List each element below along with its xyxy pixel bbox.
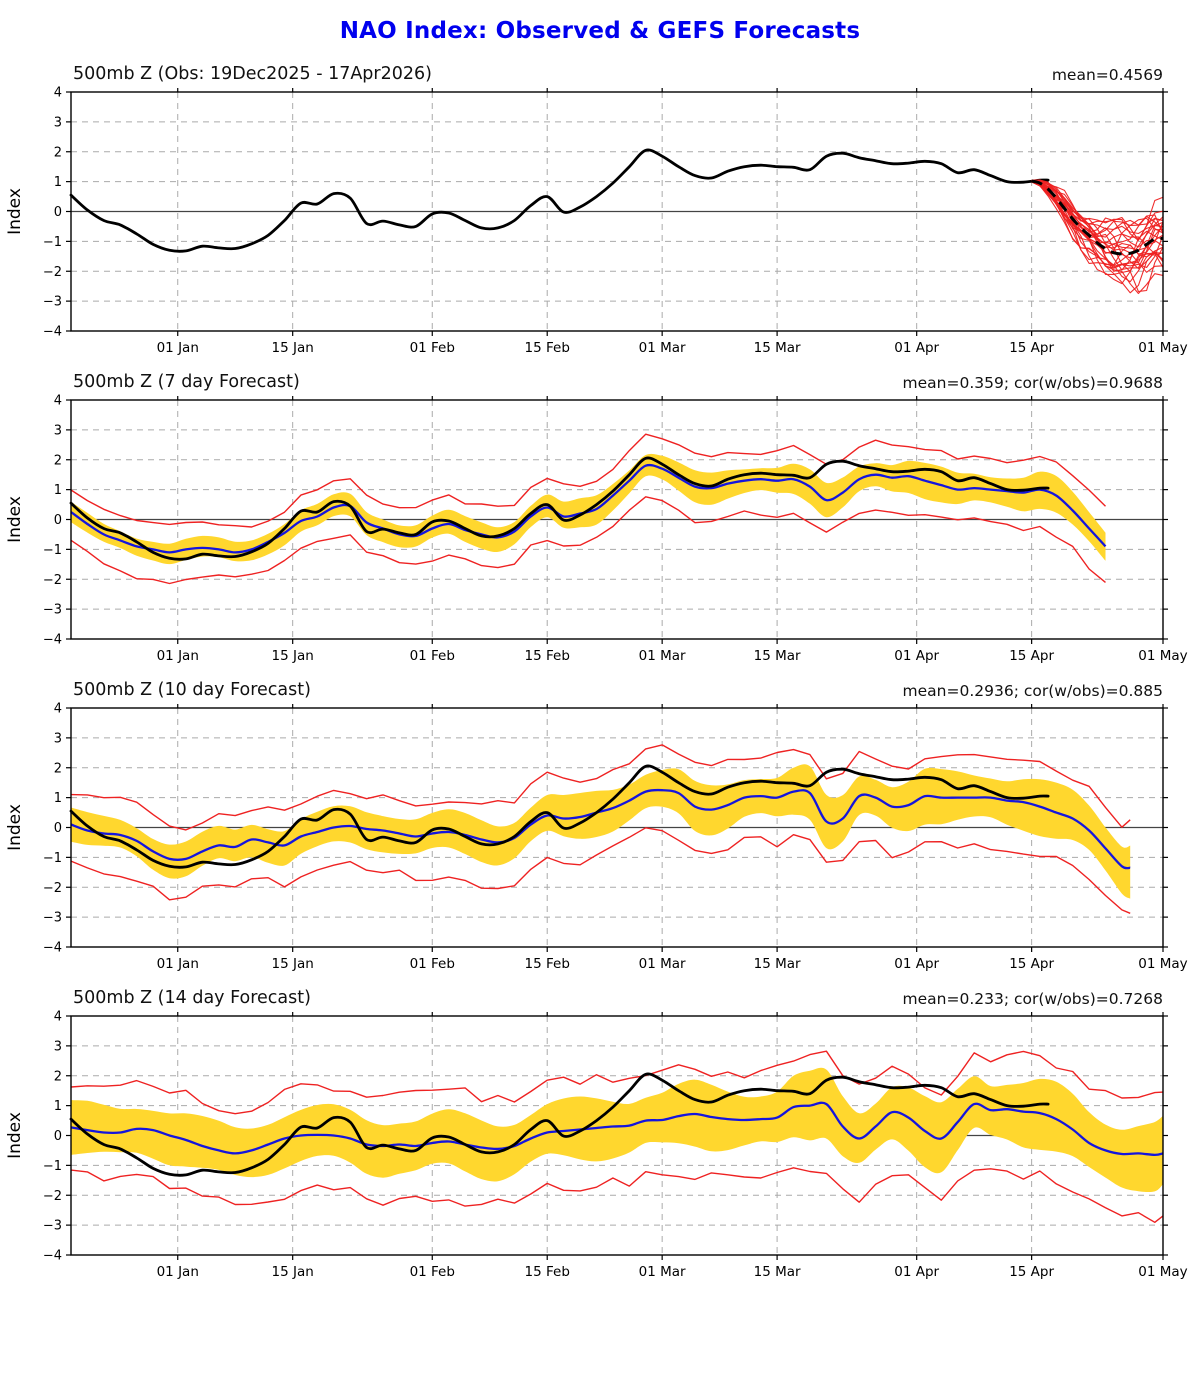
svg-text:Index: Index (5, 804, 25, 851)
svg-text:−2: −2 (43, 881, 62, 896)
svg-text:−1: −1 (43, 235, 62, 250)
panel-7day-header: 500mb Z (7 day Forecast) mean=0.359; cor… (0, 372, 1200, 394)
svg-text:2: 2 (54, 1069, 62, 1084)
svg-text:0: 0 (54, 513, 62, 528)
svg-text:−1: −1 (43, 851, 62, 866)
panel-7day-forecast: 500mb Z (7 day Forecast) mean=0.359; cor… (0, 372, 1200, 666)
svg-text:−4: −4 (43, 325, 62, 340)
svg-text:15 Mar: 15 Mar (754, 1264, 801, 1280)
svg-text:0: 0 (54, 821, 62, 836)
page-title: NAO Index: Observed & GEFS Forecasts (339, 18, 861, 44)
svg-text:01 Apr: 01 Apr (894, 1264, 939, 1280)
svg-text:15 Feb: 15 Feb (525, 956, 570, 972)
svg-text:15 Feb: 15 Feb (525, 340, 570, 356)
svg-text:01 Apr: 01 Apr (894, 340, 939, 356)
svg-text:15 Jan: 15 Jan (272, 1264, 314, 1280)
svg-text:1: 1 (54, 175, 62, 190)
svg-text:3: 3 (54, 423, 62, 438)
svg-text:2: 2 (54, 453, 62, 468)
panel-10day-forecast: 500mb Z (10 day Forecast) mean=0.2936; c… (0, 680, 1200, 974)
svg-text:01 Apr: 01 Apr (894, 956, 939, 972)
svg-text:01 Mar: 01 Mar (639, 648, 686, 664)
panel-14day-stats: mean=0.233; cor(w/obs)=0.7268 (902, 990, 1163, 1008)
svg-text:15 Jan: 15 Jan (272, 340, 314, 356)
svg-text:15 Apr: 15 Apr (1009, 648, 1054, 664)
svg-text:Index: Index (5, 1112, 25, 1159)
panel-observed-stats: mean=0.4569 (1051, 66, 1163, 84)
svg-text:01 Jan: 01 Jan (157, 648, 199, 664)
svg-text:15 Jan: 15 Jan (272, 956, 314, 972)
svg-text:01 Mar: 01 Mar (639, 340, 686, 356)
svg-text:15 Apr: 15 Apr (1009, 956, 1054, 972)
svg-text:01 May: 01 May (1138, 956, 1187, 972)
svg-text:Index: Index (5, 496, 25, 543)
svg-text:2: 2 (54, 761, 62, 776)
svg-text:−3: −3 (43, 911, 62, 926)
svg-text:01 Jan: 01 Jan (157, 1264, 199, 1280)
svg-text:01 May: 01 May (1138, 340, 1187, 356)
svg-text:1: 1 (54, 791, 62, 806)
svg-text:3: 3 (54, 115, 62, 130)
svg-text:−4: −4 (43, 941, 62, 956)
svg-text:−4: −4 (43, 633, 62, 648)
svg-text:−3: −3 (43, 295, 62, 310)
svg-text:2: 2 (54, 145, 62, 160)
chart-svg-observed: 01 Jan 15 Jan 01 Feb 15 Feb 01 Mar 15 Mar 01 A… (5, 86, 1188, 356)
panel-observed: 500mb Z (Obs: 19Dec2025 - 17Apr2026) mea… (0, 64, 1200, 358)
svg-text:Index: Index (5, 188, 25, 235)
svg-text:−3: −3 (43, 1219, 62, 1234)
panel-10day-title: 500mb Z (10 day Forecast) (73, 680, 311, 700)
svg-text:−3: −3 (43, 603, 62, 618)
panel-observed-title: 500mb Z (Obs: 19Dec2025 - 17Apr2026) (73, 64, 432, 84)
svg-text:01 Feb: 01 Feb (410, 1264, 455, 1280)
chart-svg-7day: 01 Jan 15 Jan 01 Feb 15 Feb 01 Mar 15 Mar 01 A… (5, 394, 1188, 664)
svg-text:15 Apr: 15 Apr (1009, 1264, 1054, 1280)
svg-text:4: 4 (54, 702, 62, 717)
svg-text:01 Feb: 01 Feb (410, 956, 455, 972)
svg-text:15 Mar: 15 Mar (754, 648, 801, 664)
svg-text:4: 4 (54, 1010, 62, 1025)
svg-text:15 Mar: 15 Mar (754, 340, 801, 356)
svg-text:01 Feb: 01 Feb (410, 648, 455, 664)
svg-text:01 May: 01 May (1138, 648, 1187, 664)
svg-text:01 May: 01 May (1138, 1264, 1187, 1280)
panel-7day-title: 500mb Z (7 day Forecast) (73, 372, 300, 392)
svg-text:15 Jan: 15 Jan (272, 648, 314, 664)
panel-observed-header: 500mb Z (Obs: 19Dec2025 - 17Apr2026) mea… (0, 64, 1200, 86)
svg-text:0: 0 (54, 1129, 62, 1144)
panel-7day-stats: mean=0.359; cor(w/obs)=0.9688 (902, 374, 1163, 392)
svg-text:−4: −4 (43, 1249, 62, 1264)
svg-text:3: 3 (54, 731, 62, 746)
svg-text:01 Mar: 01 Mar (639, 956, 686, 972)
svg-text:01 Mar: 01 Mar (639, 1264, 686, 1280)
svg-text:4: 4 (54, 86, 62, 101)
panel-10day-header: 500mb Z (10 day Forecast) mean=0.2936; c… (0, 680, 1200, 702)
svg-text:−1: −1 (43, 1159, 62, 1174)
svg-text:1: 1 (54, 483, 62, 498)
chart-svg-14day: 01 Jan 15 Jan 01 Feb 15 Feb 01 Mar 15 Mar 01 A… (5, 1010, 1188, 1280)
svg-text:15 Feb: 15 Feb (525, 1264, 570, 1280)
svg-text:15 Mar: 15 Mar (754, 956, 801, 972)
panel-14day-header: 500mb Z (14 day Forecast) mean=0.233; co… (0, 988, 1200, 1010)
svg-text:01 Jan: 01 Jan (157, 340, 199, 356)
panel-10day-stats: mean=0.2936; cor(w/obs)=0.885 (902, 682, 1163, 700)
svg-text:1: 1 (54, 1099, 62, 1114)
panel-14day-forecast: 500mb Z (14 day Forecast) mean=0.233; co… (0, 988, 1200, 1282)
svg-text:−2: −2 (43, 265, 62, 280)
svg-text:4: 4 (54, 394, 62, 409)
svg-text:15 Apr: 15 Apr (1009, 340, 1054, 356)
svg-text:−2: −2 (43, 573, 62, 588)
svg-text:3: 3 (54, 1039, 62, 1054)
chart-svg-10day: 01 Jan 15 Jan 01 Feb 15 Feb 01 Mar 15 Mar 01 A… (5, 702, 1188, 972)
panel-14day-title: 500mb Z (14 day Forecast) (73, 988, 311, 1008)
svg-text:01 Feb: 01 Feb (410, 340, 455, 356)
svg-text:01 Apr: 01 Apr (894, 648, 939, 664)
svg-text:0: 0 (54, 205, 62, 220)
svg-text:01 Jan: 01 Jan (157, 956, 199, 972)
svg-text:15 Feb: 15 Feb (525, 648, 570, 664)
svg-text:−2: −2 (43, 1189, 62, 1204)
svg-text:−1: −1 (43, 543, 62, 558)
